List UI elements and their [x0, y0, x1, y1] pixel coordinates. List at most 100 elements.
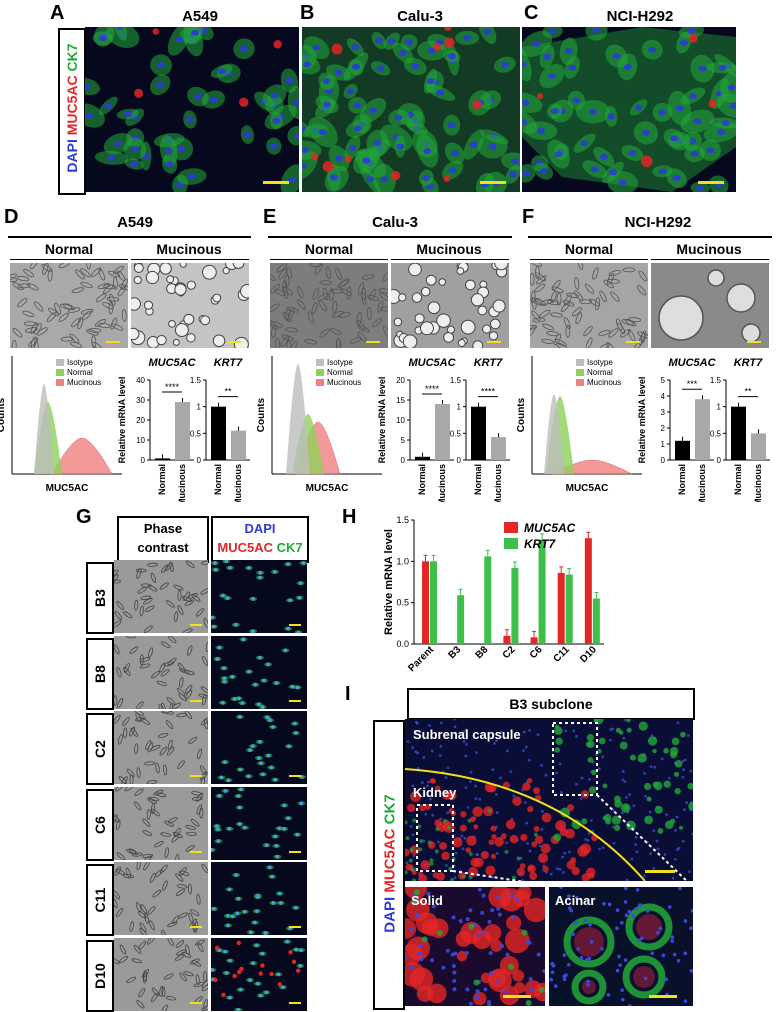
cells-nci [522, 27, 736, 192]
legend-label: Mucinous [67, 378, 101, 387]
bar [491, 437, 506, 460]
nucleus [288, 176, 297, 183]
nucleus [312, 44, 321, 51]
muc5ac-spot [322, 161, 334, 172]
panel-label-i: I [345, 683, 351, 705]
phase-image-clone [114, 560, 208, 633]
header-phase-contrast: Phase contrast [117, 516, 209, 563]
clone-label-box: B3 [86, 562, 114, 634]
nucleus [334, 69, 343, 76]
nucleus [329, 174, 338, 181]
nucleus [194, 93, 203, 100]
bar [557, 572, 565, 644]
clone-label-box: C11 [86, 864, 114, 936]
bar [430, 561, 437, 644]
nucleus [240, 45, 249, 52]
bar-title: KRT7 [214, 357, 243, 369]
h-category: B3 [446, 644, 463, 661]
flow-xlabel: MUC5AC [566, 483, 609, 494]
bar [457, 595, 465, 644]
clone-label-box: B8 [86, 637, 114, 710]
nucleus [187, 173, 196, 180]
title-a549: A549 [182, 8, 218, 25]
micrograph-a549 [85, 27, 299, 192]
nucleus [448, 167, 457, 174]
nucleus [353, 102, 362, 109]
rule [270, 259, 388, 260]
tick-label: 20 [396, 376, 405, 385]
nucleus [450, 150, 459, 157]
legend-swatch [56, 369, 64, 376]
clone-label-box: D10 [86, 939, 114, 1012]
nucleus [522, 99, 530, 106]
legend-swatch [316, 359, 324, 366]
legend-swatch [316, 379, 324, 386]
label-normal-d: Normal [44, 241, 94, 257]
nucleus [164, 147, 173, 154]
clone-label: B3 [92, 589, 108, 607]
nucleus [539, 168, 548, 175]
cell-body [280, 164, 299, 192]
bar [484, 556, 492, 644]
scale-bar [480, 181, 506, 184]
panel-label-e: E [263, 206, 277, 228]
clone-label-box: C2 [86, 713, 114, 785]
bar-category: Mucinous [753, 464, 763, 502]
h-category: C2 [501, 644, 518, 661]
legend-label: Normal [587, 368, 613, 377]
rule [528, 236, 772, 238]
h-category: Parent [406, 644, 436, 674]
tick-label: 0 [141, 456, 146, 465]
nucleus [463, 35, 472, 42]
title-calu3: Calu-3 [397, 8, 443, 25]
muc5ac-spot [344, 155, 352, 163]
nucleus [243, 131, 252, 138]
cells-a549 [85, 27, 299, 192]
panel-label-c: C [524, 2, 539, 24]
tick-label: 1 [457, 403, 462, 412]
nucleus [368, 107, 377, 114]
header-b3-subclone: B3 subclone [407, 688, 695, 720]
bar [592, 598, 600, 644]
nucleus [175, 36, 184, 43]
nucleus [104, 102, 113, 109]
legend-label: Normal [67, 368, 93, 377]
significance: ** [224, 387, 232, 397]
nucleus [85, 83, 91, 90]
muc5ac-spot [391, 171, 401, 181]
nucleus [422, 174, 431, 181]
legend-swatch [576, 369, 584, 376]
stain-label-box-i: DAPI MUC5AC CK7 [373, 720, 405, 1010]
bar [511, 567, 519, 644]
muc5ac-spot [708, 99, 717, 108]
bar-title: KRT7 [474, 357, 503, 369]
nucleus [537, 127, 546, 134]
tick-label: 0.5 [450, 429, 462, 438]
muc5ac-spot [472, 100, 482, 110]
header-dapi: DAPI [244, 521, 276, 536]
clone-label-box: C6 [86, 788, 114, 861]
flow-xlabel: MUC5AC [306, 483, 349, 494]
nucleus [374, 37, 383, 44]
tick-label: 0.5 [710, 429, 722, 438]
bar [471, 406, 486, 460]
tick-label: 1 [717, 403, 722, 412]
tick-label: 0 [457, 456, 462, 465]
hist-isotype [34, 384, 54, 474]
h-category: B8 [474, 644, 491, 661]
nucleus [426, 78, 435, 85]
tick-label: 0 [197, 456, 202, 465]
panel-label-f: F [522, 206, 535, 228]
nucleus [405, 39, 414, 46]
bar [449, 643, 457, 644]
muc5ac-spot [688, 33, 698, 43]
nucleus [641, 129, 650, 136]
nucleus [292, 132, 299, 139]
nucleus [727, 84, 736, 91]
stain-muc5ac: MUC5AC [64, 75, 80, 136]
nucleus [618, 179, 627, 186]
label-normal-f: Normal [564, 241, 614, 257]
nucleus [394, 114, 403, 121]
tick-label: 15 [396, 396, 405, 405]
nucleus [550, 108, 559, 115]
